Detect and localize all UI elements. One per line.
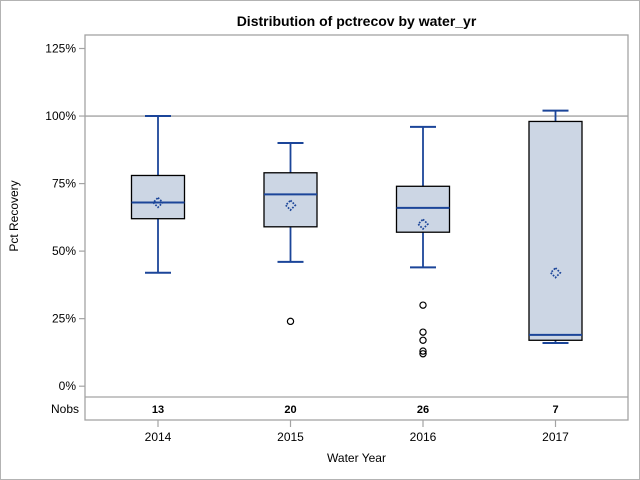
x-tick-label: 2015 [277,430,304,444]
iqr-box [130,174,186,220]
mean-diamond-marker [284,199,297,212]
outlier-marker [419,328,427,336]
x-axis-title: Water Year [327,451,386,465]
y-tick-label: 0% [59,379,77,393]
nobs-value: 13 [152,404,164,416]
plot-frame [84,34,629,421]
y-tick-label: 100% [45,109,76,123]
iqr-box [263,172,318,228]
x-tick-label: 2016 [410,430,437,444]
outlier-marker [419,350,427,358]
y-tick-label: 25% [52,312,76,326]
iqr-box [395,185,451,233]
outlier-marker [419,301,427,309]
y-tick-label: 125% [45,42,76,56]
x-tick-label: 2017 [542,430,569,444]
mean-diamond-marker [549,266,562,279]
x-tick-label: 2014 [145,430,172,444]
iqr-box [528,120,583,341]
nobs-value: 20 [284,404,296,416]
mean-diamond-marker [151,196,165,209]
outlier-marker [419,336,427,344]
chart-title: Distribution of pctrecov by water_yr [236,13,477,29]
outlier-marker [419,347,427,355]
y-tick-label: 50% [52,244,76,258]
mean-diamond-marker [416,218,430,231]
nobs-value: 7 [552,404,558,416]
nobs-header-label: Nobs [51,402,79,416]
outlier-marker [286,317,295,326]
nobs-value: 26 [417,404,429,416]
y-tick-label: 75% [52,177,76,191]
